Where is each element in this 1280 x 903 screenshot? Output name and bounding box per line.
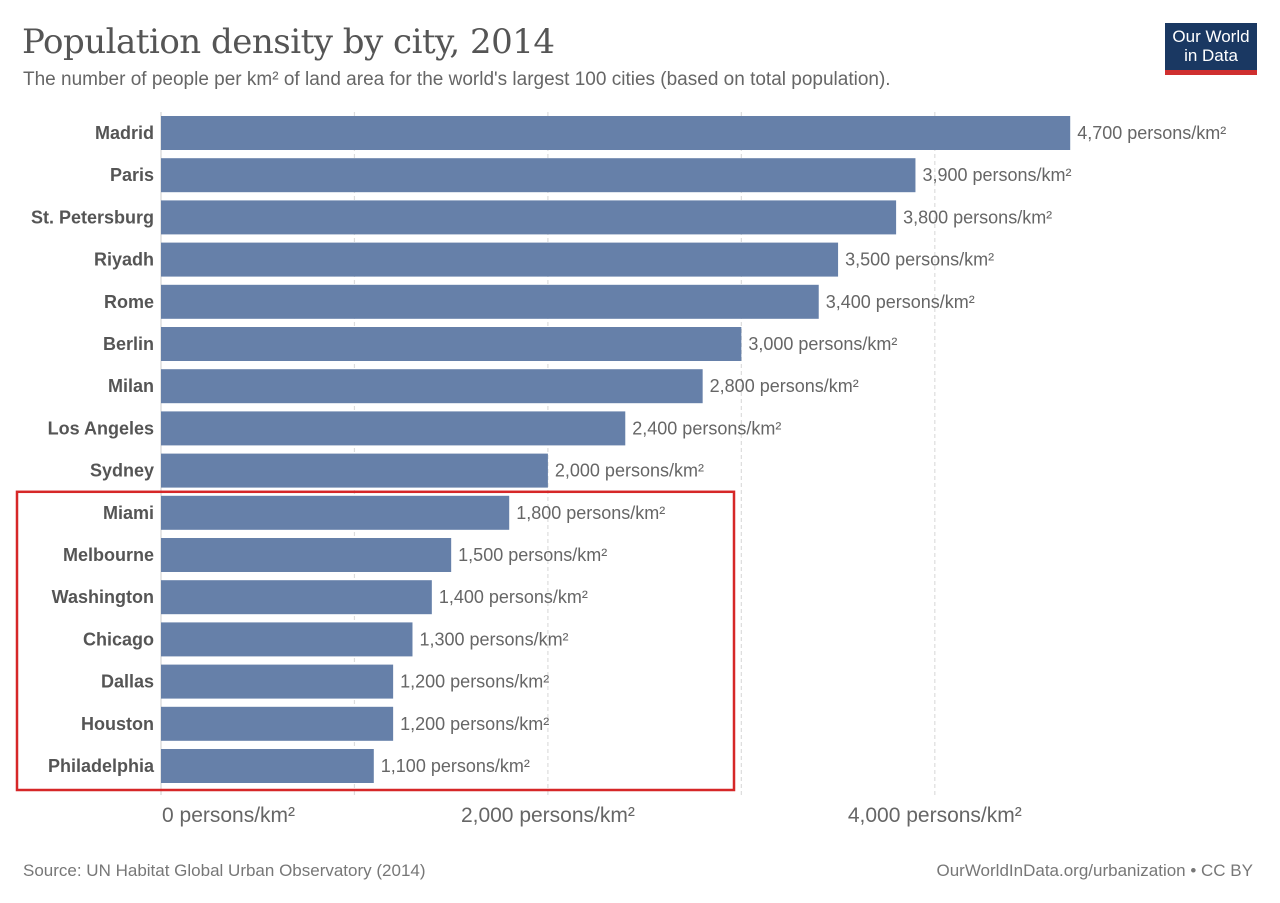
value-label: 1,400 persons/km²	[439, 587, 588, 607]
category-labels: Madrid Paris St. Petersburg Riyadh Rome Berli…	[31, 123, 155, 776]
category-label: Milan	[108, 376, 154, 396]
source-note: Source: UN Habitat Global Urban Observat…	[23, 861, 426, 880]
value-label: 1,300 persons/km²	[419, 629, 568, 649]
bar-sydney	[161, 453, 548, 488]
credit-link[interactable]: OurWorldInData.org/urbanization • CC BY	[936, 861, 1253, 880]
category-label: Madrid	[95, 123, 154, 143]
bar-madrid	[161, 116, 1071, 150]
bar-philadelphia	[161, 749, 374, 783]
bar-washington	[161, 580, 432, 615]
category-label: Chicago	[83, 629, 154, 649]
value-labels: 4,700 persons/km² 3,900 persons/km² 3,800 …	[381, 123, 1226, 776]
bar-milan	[161, 369, 703, 404]
bar-chicago	[161, 622, 413, 657]
bar-berlin	[161, 327, 742, 361]
value-label: 3,800 persons/km²	[903, 207, 1052, 227]
category-label: Dallas	[101, 672, 154, 692]
value-label: 2,000 persons/km²	[555, 461, 704, 481]
x-axis-ticks: 0 persons/km² 2,000 persons/km² 4,000 pers…	[162, 804, 1022, 827]
value-label: 3,900 persons/km²	[922, 165, 1071, 185]
category-label: Melbourne	[63, 545, 154, 565]
bar-miami	[161, 495, 510, 530]
x-tick-label: 4,000 persons/km²	[848, 804, 1022, 827]
logo-line-2: in Data	[1184, 46, 1238, 65]
category-label: Philadelphia	[48, 756, 155, 776]
value-label: 3,400 persons/km²	[826, 292, 975, 312]
category-label: Miami	[103, 503, 154, 523]
bar-melbourne	[161, 538, 452, 572]
category-label: Los Angeles	[48, 418, 154, 438]
value-label: 2,800 persons/km²	[710, 376, 859, 396]
value-label: 3,000 persons/km²	[748, 334, 897, 354]
category-label: Washington	[52, 587, 154, 607]
owid-logo[interactable]: Our World in Data	[1165, 23, 1257, 75]
category-label: Rome	[104, 292, 154, 312]
bar-paris	[161, 158, 916, 193]
bar-los-angeles	[161, 411, 626, 446]
value-label: 1,100 persons/km²	[381, 756, 530, 776]
x-tick-label: 0 persons/km²	[162, 804, 295, 827]
bar-houston	[161, 706, 394, 741]
value-label: 1,800 persons/km²	[516, 503, 665, 523]
chart-subtitle: The number of people per km² of land are…	[23, 69, 891, 90]
highlight-box	[15, 490, 736, 792]
bar-rome	[161, 284, 819, 319]
category-label: Houston	[81, 714, 154, 734]
logo-line-1: Our World	[1172, 27, 1250, 46]
logo-accent-bar	[1165, 70, 1257, 75]
category-label: Riyadh	[94, 250, 154, 270]
category-label: St. Petersburg	[31, 207, 154, 227]
value-label: 1,500 persons/km²	[458, 545, 607, 565]
category-label: Paris	[110, 165, 154, 185]
category-label: Berlin	[103, 334, 154, 354]
bar-riyadh	[161, 242, 839, 277]
bar-dallas	[161, 664, 394, 699]
category-label: Sydney	[90, 461, 154, 481]
bars	[161, 116, 1071, 783]
bar-st-petersburg	[161, 200, 897, 235]
value-label: 4,700 persons/km²	[1077, 123, 1226, 143]
chart-title: Population density by city, 2014	[22, 22, 555, 62]
value-label: 3,500 persons/km²	[845, 250, 994, 270]
value-label: 1,200 persons/km²	[400, 672, 549, 692]
x-tick-label: 2,000 persons/km²	[461, 804, 635, 827]
annotations	[15, 490, 736, 792]
value-label: 1,200 persons/km²	[400, 714, 549, 734]
value-label: 2,400 persons/km²	[632, 418, 781, 438]
